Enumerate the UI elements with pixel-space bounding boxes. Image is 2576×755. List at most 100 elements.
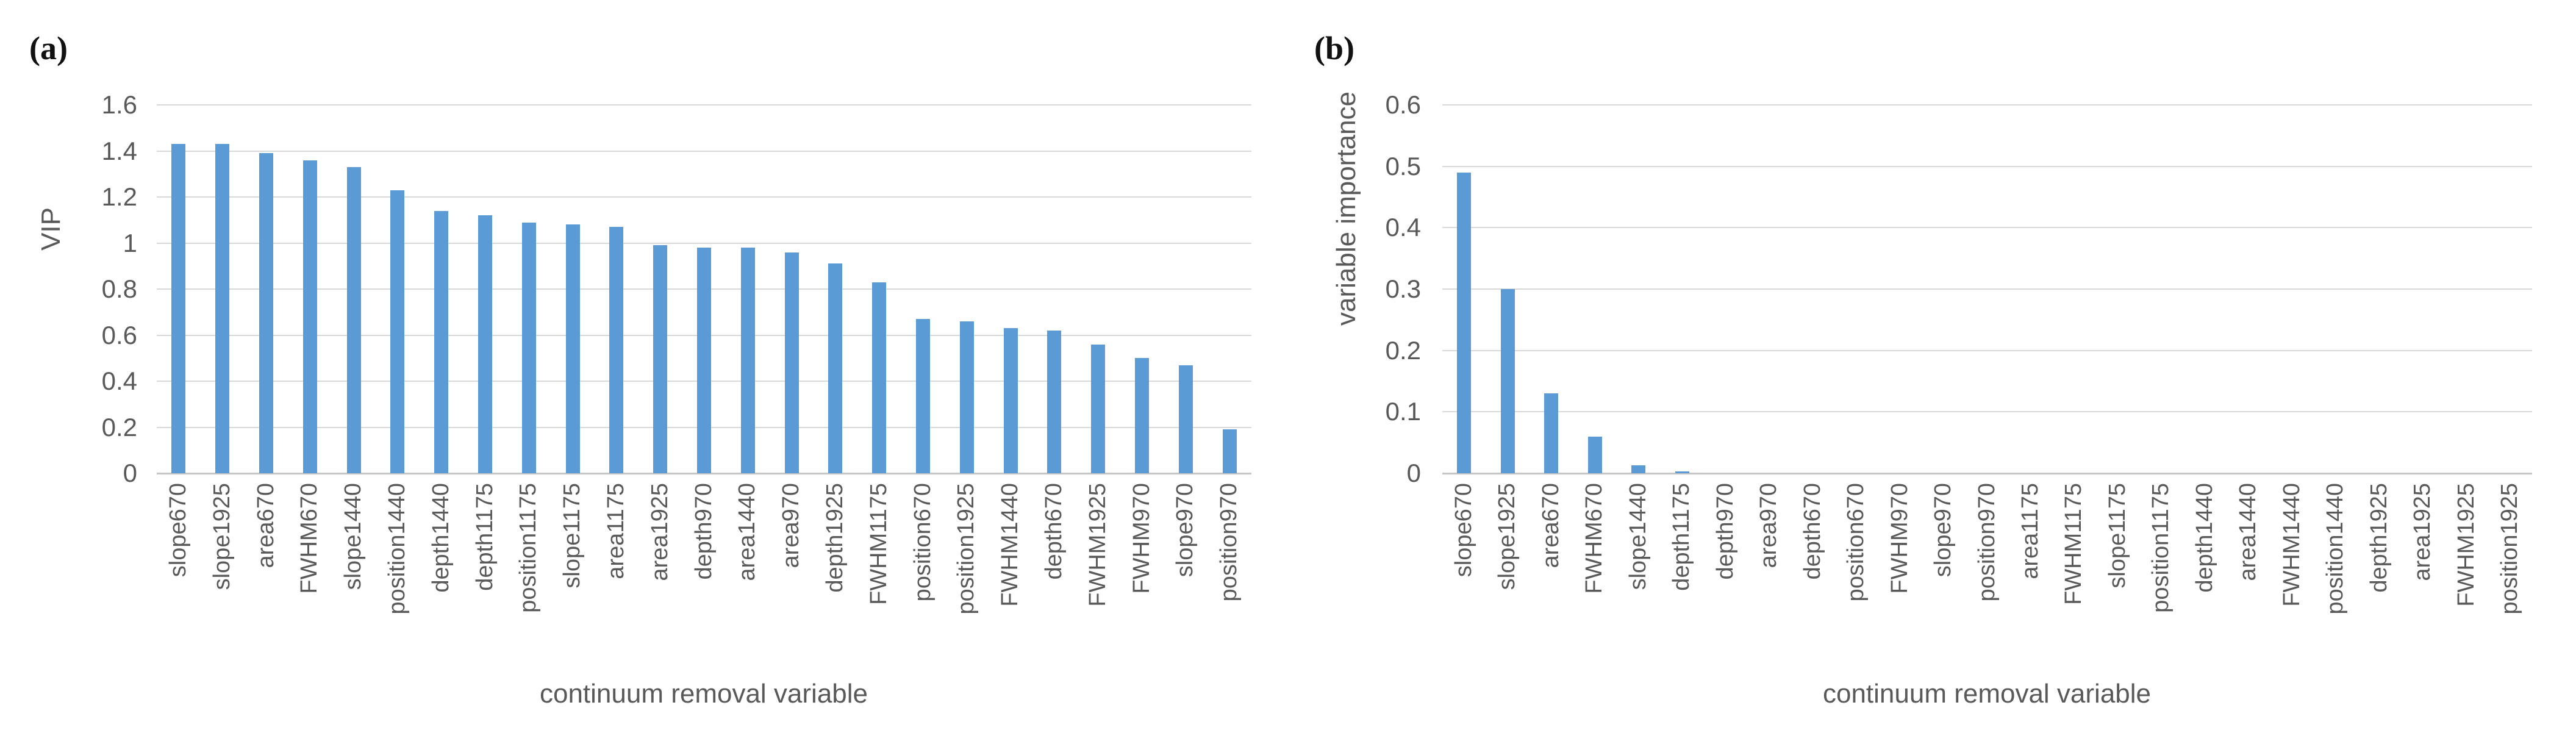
bar-FWHM670 xyxy=(303,160,317,473)
x-axis-line xyxy=(157,473,1251,474)
x-category-label-slope1440: slope1440 xyxy=(1625,483,1651,590)
x-category-label-slope1175: slope1175 xyxy=(2105,483,2130,589)
x-category-label-position1440: position1440 xyxy=(2322,483,2348,615)
y-tick-label: 1 xyxy=(123,228,137,257)
x-category-label-slope970: slope970 xyxy=(1172,483,1198,578)
y-tick-label: 0 xyxy=(123,459,137,487)
x-category-label-depth970: depth970 xyxy=(1712,483,1738,580)
bar-depth1175 xyxy=(478,215,492,473)
x-category-label-FWHM670: FWHM670 xyxy=(296,483,322,594)
x-category-label-FWHM1440: FWHM1440 xyxy=(997,483,1023,607)
bar-area670 xyxy=(259,153,273,473)
x-category-label-depth1925: depth1925 xyxy=(2366,483,2392,593)
bar-FWHM1175 xyxy=(872,282,886,473)
gridline xyxy=(1442,104,2532,106)
gridline xyxy=(1442,165,2532,167)
x-category-label-FWHM970: FWHM970 xyxy=(1887,483,1912,594)
y-tick-label: 0.5 xyxy=(1385,151,1421,181)
x-category-label-area1925: area1925 xyxy=(2410,483,2435,581)
panel-label-a: (a) xyxy=(29,30,68,66)
bar-position670 xyxy=(916,319,930,473)
bar-area1175 xyxy=(609,227,623,473)
x-axis-line xyxy=(1442,473,2532,474)
y-tick-label: 0 xyxy=(1406,459,1421,487)
y-tick-label: 1.6 xyxy=(101,90,137,119)
chart-a-x-axis-title: continuum removal variable xyxy=(539,679,868,709)
y-tick-label: 1.4 xyxy=(101,136,137,165)
bar-slope1440 xyxy=(347,167,361,473)
x-category-label-area670: area670 xyxy=(1538,483,1564,568)
bar-depth670 xyxy=(1047,331,1061,473)
gridline xyxy=(1442,411,2532,413)
x-category-label-position1925: position1925 xyxy=(953,483,979,615)
x-category-label-slope1440: slope1440 xyxy=(340,483,366,590)
y-tick-label: 0.1 xyxy=(1385,397,1421,426)
x-category-label-depth1175: depth1175 xyxy=(472,483,498,591)
x-category-label-area970: area970 xyxy=(778,483,804,568)
gridline xyxy=(157,242,1251,244)
x-category-label-position1175: position1175 xyxy=(2148,483,2174,613)
x-category-label-area970: area970 xyxy=(1756,483,1781,568)
bar-area1440 xyxy=(741,248,755,473)
gridline xyxy=(157,196,1251,198)
x-category-label-FWHM1440: FWHM1440 xyxy=(2279,483,2305,607)
bar-position1175 xyxy=(522,223,536,473)
x-category-label-area1175: area1175 xyxy=(603,483,629,579)
chart-b-x-axis-title: continuum removal variable xyxy=(1822,679,2152,709)
x-category-label-FWHM1175: FWHM1175 xyxy=(866,483,892,605)
y-tick-label: 0.3 xyxy=(1385,274,1421,303)
x-category-label-slope1925: slope1925 xyxy=(1494,483,1520,590)
x-category-label-position970: position970 xyxy=(1974,483,2000,602)
bar-slope970 xyxy=(1179,365,1193,473)
y-tick-label: 1.2 xyxy=(101,182,137,211)
x-category-label-depth670: depth670 xyxy=(1041,483,1067,580)
bar-FWHM670 xyxy=(1588,437,1602,473)
x-category-label-depth1925: depth1925 xyxy=(822,483,848,593)
x-category-label-position670: position670 xyxy=(1843,483,1869,602)
bar-slope1440 xyxy=(1631,465,1645,473)
panel-label-b: (b) xyxy=(1314,30,1354,66)
y-tick-label: 0.2 xyxy=(1385,335,1421,365)
x-category-label-area1925: area1925 xyxy=(647,483,673,581)
bar-depth1440 xyxy=(434,211,448,473)
bar-slope670 xyxy=(171,144,185,473)
bar-area1925 xyxy=(653,245,667,473)
gridline xyxy=(1442,288,2532,290)
x-category-label-position1925: position1925 xyxy=(2497,483,2522,615)
y-tick-label: 0.4 xyxy=(1385,213,1421,242)
x-category-label-depth1440: depth1440 xyxy=(2192,483,2217,593)
bar-FWHM1925 xyxy=(1091,345,1105,473)
x-category-label-area1440: area1440 xyxy=(734,483,760,581)
bar-slope1925 xyxy=(1501,289,1515,473)
x-category-label-slope670: slope670 xyxy=(165,483,191,578)
gridline xyxy=(1442,227,2532,229)
bar-area670 xyxy=(1544,393,1558,473)
x-category-label-area1175: area1175 xyxy=(2017,483,2043,579)
x-category-label-area670: area670 xyxy=(253,483,279,568)
gridline xyxy=(157,104,1251,106)
x-category-label-FWHM1175: FWHM1175 xyxy=(2061,483,2086,605)
bar-depth970 xyxy=(697,248,711,473)
bar-depth1175 xyxy=(1675,471,1689,473)
y-tick-label: 0.8 xyxy=(101,274,137,303)
x-category-label-slope970: slope970 xyxy=(1930,483,1956,578)
bar-position1925 xyxy=(960,321,974,473)
y-tick-label: 0.6 xyxy=(101,320,137,349)
bar-depth1925 xyxy=(828,263,842,473)
y-tick-label: 0.2 xyxy=(101,412,137,442)
gridline xyxy=(157,150,1251,152)
x-category-label-FWHM1925: FWHM1925 xyxy=(1085,483,1111,607)
x-category-label-slope1925: slope1925 xyxy=(209,483,235,590)
bar-position1440 xyxy=(390,190,404,473)
x-category-label-depth1175: depth1175 xyxy=(1669,483,1694,591)
bar-area970 xyxy=(785,252,799,473)
x-category-label-area1440: area1440 xyxy=(2235,483,2261,581)
x-category-label-position670: position670 xyxy=(910,483,936,602)
bar-FWHM1440 xyxy=(1004,328,1018,473)
x-category-label-FWHM1925: FWHM1925 xyxy=(2453,483,2479,607)
x-category-label-depth670: depth670 xyxy=(1800,483,1825,580)
x-category-label-FWHM970: FWHM970 xyxy=(1129,483,1154,594)
bar-slope670 xyxy=(1457,173,1471,473)
y-tick-label: 0.4 xyxy=(101,367,137,395)
